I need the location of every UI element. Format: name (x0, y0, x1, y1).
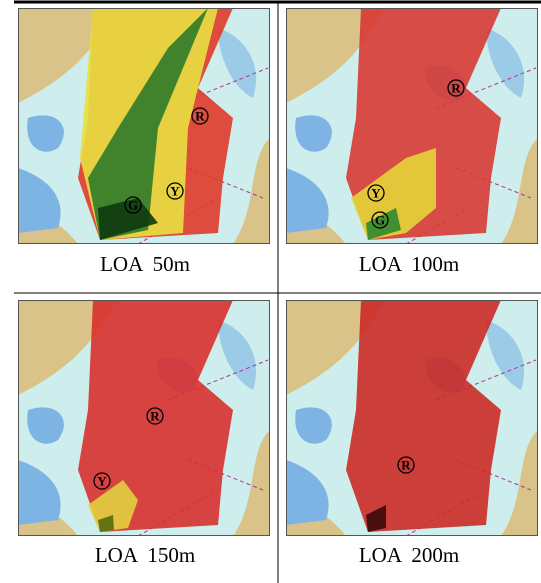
panel-caption: LOA 150m (14, 543, 276, 568)
map-panel: RY (18, 300, 270, 536)
marker-label: G (128, 198, 138, 213)
figure: RGYLOA 50mRYGLOA 100mRYLOA 150mRLOA 200m (0, 0, 541, 583)
panel-caption: LOA 50m (14, 252, 276, 277)
panel-caption: LOA 100m (278, 252, 540, 277)
marker-label: R (451, 81, 461, 96)
fan-zone (346, 300, 501, 532)
marker-label: R (195, 109, 205, 124)
marker-label: Y (97, 474, 107, 489)
marker-label: R (401, 458, 411, 473)
marker-label: Y (371, 186, 381, 201)
marker-label: Y (170, 184, 180, 199)
marker-label: R (150, 409, 160, 424)
panel-caption: LOA 200m (278, 543, 540, 568)
map-panel: R (286, 300, 538, 536)
marker-label: G (375, 213, 385, 228)
map-panel: R YG (286, 8, 538, 244)
map-panel: R G Y (18, 8, 270, 244)
